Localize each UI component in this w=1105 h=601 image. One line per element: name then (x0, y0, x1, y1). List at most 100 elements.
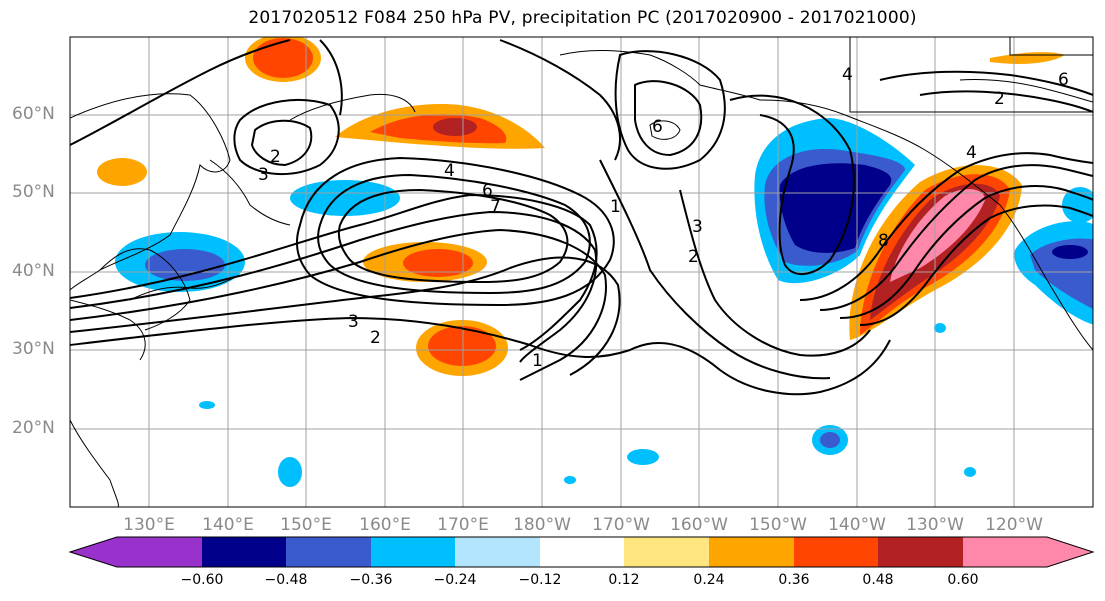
lon-label: 130°W (906, 515, 964, 535)
lon-label: 150°E (280, 515, 332, 535)
colorbar-tick-label: −0.48 (264, 572, 308, 588)
contour-label: 3 (348, 312, 359, 332)
precip-anomaly-shape (1052, 245, 1088, 259)
colorbar-segment (70, 537, 202, 567)
contour-label: 1 (610, 197, 621, 217)
contour-line (729, 94, 855, 275)
contour-line (319, 39, 343, 116)
lon-label: 170°W (592, 515, 650, 535)
lat-label-50n: 50°N (12, 182, 55, 202)
lon-label: 120°W (985, 515, 1043, 535)
lat-label-20n: 20°N (12, 418, 55, 438)
precip-anomaly-shape (627, 449, 659, 465)
lon-label: 170°E (437, 515, 489, 535)
contour-line (233, 99, 340, 176)
colorbar-outline (68, 536, 1095, 568)
map-panel: 1 2 3 4 6 7 1 2 3 4 4 2 6 8 6 3 2 (69, 36, 1094, 508)
precip-anomaly-shape (890, 189, 985, 282)
colorbar-tick-label: −0.36 (349, 572, 393, 588)
precip-anomaly-shape (253, 38, 313, 78)
contour-label: 2 (688, 247, 699, 267)
precip-anomaly-shape (97, 158, 147, 186)
lon-label: 130°E (123, 515, 175, 535)
lon-label: 180°W (513, 515, 571, 535)
gridlines (70, 37, 1093, 507)
contour-line (296, 156, 615, 307)
lon-label: 140°E (202, 515, 254, 535)
contour-line (70, 210, 598, 363)
precip-anomaly-shape (779, 163, 892, 253)
colorbar (68, 536, 1095, 568)
colorbar-segment (540, 537, 624, 567)
contour-label: 6 (652, 117, 663, 137)
contour-line (859, 204, 1093, 326)
contour-labels: 1 2 3 4 6 7 1 2 3 4 4 2 6 8 6 3 2 (258, 65, 1069, 371)
precip-anomaly-shape (428, 326, 496, 366)
lon-label: 150°W (749, 515, 807, 535)
contour-label: 7 (490, 197, 501, 217)
contour-line (679, 189, 871, 357)
colorbar-tick-label: 0.12 (608, 572, 640, 588)
colorbar-tick-label: 0.48 (862, 572, 894, 588)
colorbar-segment (794, 537, 878, 567)
lat-label-40n: 40°N (12, 261, 55, 281)
contour-label: 2 (370, 328, 381, 348)
contour-line (499, 39, 621, 161)
contour-line (919, 90, 1093, 113)
lon-label: 160°E (359, 515, 411, 535)
contour-line (337, 188, 569, 284)
precip-anomaly-shape (934, 323, 946, 333)
lon-label: 140°W (828, 515, 886, 535)
contour-line (839, 185, 1093, 319)
contour-label: 6 (482, 181, 493, 201)
colorbar-tick-label: −0.24 (433, 572, 477, 588)
colorbar-segment (709, 537, 794, 567)
contour-line (634, 80, 703, 157)
contour-line (70, 316, 891, 396)
colorbar-tick-label: −0.60 (180, 572, 224, 588)
colorbar-segment (455, 537, 540, 567)
precip-anomaly-shape (278, 457, 302, 487)
contour-line (70, 228, 607, 381)
lat-label-60n: 60°N (12, 104, 55, 124)
colorbar-tick-label: 0.24 (693, 572, 725, 588)
contour-line (70, 256, 621, 376)
contour-label: 4 (842, 65, 853, 85)
colorbar-tick-label: −0.12 (518, 572, 562, 588)
contour-label: 1 (532, 351, 543, 371)
contour-line (799, 152, 1093, 301)
precip-anomaly-shape (433, 118, 477, 136)
precip-anomaly-shape (964, 467, 976, 477)
contour-line (317, 173, 591, 295)
lon-label: 160°W (670, 515, 728, 535)
lat-label-30n: 30°N (12, 339, 55, 359)
contour-label: 2 (994, 89, 1005, 109)
precip-anomaly-shape (199, 401, 215, 409)
contour-label: 4 (966, 143, 977, 163)
contour-label: 8 (878, 231, 889, 251)
contour-line (70, 39, 291, 146)
precip-anomaly-shape (403, 249, 473, 277)
colorbar-segment (286, 537, 371, 567)
colorbar-segment (963, 537, 1093, 567)
chart-title: 2017020512 F084 250 hPa PV, precipitatio… (248, 8, 917, 28)
coastlines (70, 37, 1093, 507)
colorbar-tick-label: 0.36 (778, 572, 810, 588)
contour-label: 6 (1058, 70, 1069, 90)
precip-anomaly-shape (145, 249, 225, 281)
colorbar-tick-label: 0.60 (947, 572, 979, 588)
colorbar-segment (202, 537, 286, 567)
map-frame (69, 36, 1094, 508)
contour-line (599, 159, 831, 380)
colorbar-segment (624, 537, 709, 567)
contour-line (819, 164, 1093, 311)
contour-label: 3 (258, 165, 269, 185)
contour-label: 3 (692, 217, 703, 237)
precip-anomaly-shape (820, 432, 840, 448)
colorbar-segment (878, 537, 963, 567)
colorbar-segment (371, 537, 455, 567)
contour-label: 2 (270, 147, 281, 167)
pv-contours (70, 39, 1093, 396)
contour-line (250, 119, 313, 167)
precip-anomaly-shape (564, 476, 576, 484)
